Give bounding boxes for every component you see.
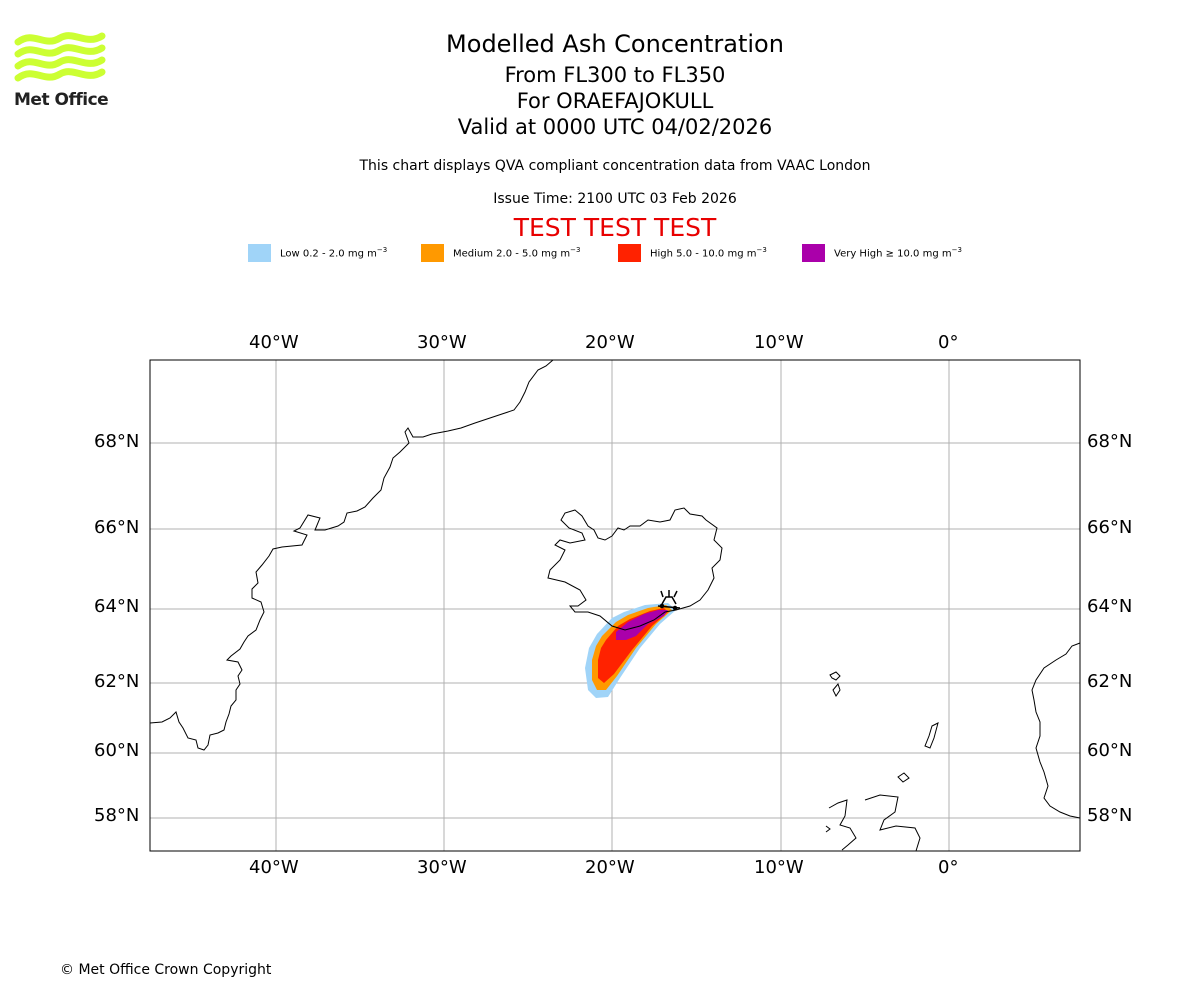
faroe-islands bbox=[829, 671, 841, 697]
legend-swatch-low bbox=[248, 244, 271, 262]
chart-title: Modelled Ash Concentration bbox=[446, 30, 784, 58]
lat-label: 62°N bbox=[94, 671, 140, 692]
lat-label: 62°N bbox=[1087, 671, 1133, 692]
lon-label: 10°W bbox=[754, 332, 804, 353]
lon-label: 40°W bbox=[249, 857, 299, 878]
legend-label-medium: Medium 2.0 - 5.0 mg m bbox=[453, 248, 571, 260]
volcano-name: For ORAEFAJOKULL bbox=[516, 89, 714, 113]
legend-label-high: High 5.0 - 10.0 mg m bbox=[650, 248, 757, 260]
map-frame bbox=[149, 359, 1081, 852]
met-office-logo: Met Office bbox=[14, 30, 114, 110]
legend-swatch-very-high bbox=[802, 244, 825, 262]
legend-swatch-medium bbox=[421, 244, 444, 262]
lon-label: 0° bbox=[938, 857, 959, 878]
lat-label: 58°N bbox=[1087, 805, 1133, 826]
iceland-coast bbox=[547, 507, 723, 631]
test-banner: TEST TEST TEST bbox=[513, 213, 717, 242]
lon-label: 10°W bbox=[754, 857, 804, 878]
lat-label: 66°N bbox=[94, 517, 140, 538]
flight-levels: From FL300 to FL350 bbox=[504, 63, 726, 87]
valid-time: Valid at 0000 UTC 04/02/2026 bbox=[457, 115, 773, 139]
copyright: © Met Office Crown Copyright bbox=[60, 962, 272, 978]
coastlines bbox=[149, 359, 1081, 852]
graticule bbox=[150, 360, 1080, 851]
lon-label: 30°W bbox=[417, 857, 467, 878]
shetland-islands bbox=[897, 722, 939, 783]
volcano-marker bbox=[657, 590, 681, 611]
lat-label: 64°N bbox=[94, 596, 140, 617]
chart-description: This chart displays QVA compliant concen… bbox=[359, 158, 871, 174]
lat-label: 60°N bbox=[1087, 740, 1133, 761]
met-office-waves-icon bbox=[14, 32, 106, 82]
legend-label-very-high: Very High ≥ 10.0 mg m bbox=[834, 248, 952, 260]
legend-swatch-high bbox=[618, 244, 641, 262]
lat-label: 60°N bbox=[94, 740, 140, 761]
logo-text: Met Office bbox=[14, 90, 109, 110]
lon-label: 0° bbox=[938, 332, 959, 353]
legend-label-low: Low 0.2 - 2.0 mg m bbox=[280, 248, 377, 260]
lon-label: 30°W bbox=[417, 332, 467, 353]
lat-label: 64°N bbox=[1087, 596, 1133, 617]
lat-label: 58°N bbox=[94, 805, 140, 826]
lat-label: 68°N bbox=[1087, 431, 1133, 452]
lat-label: 68°N bbox=[94, 431, 140, 452]
issue-time: Issue Time: 2100 UTC 03 Feb 2026 bbox=[493, 191, 737, 207]
scotland-coast bbox=[825, 794, 921, 852]
lon-label: 20°W bbox=[585, 332, 635, 353]
greenland-coast bbox=[149, 359, 554, 751]
lon-label: 40°W bbox=[249, 332, 299, 353]
norway-coast bbox=[1031, 642, 1081, 819]
lat-label: 66°N bbox=[1087, 517, 1133, 538]
ash-high bbox=[598, 608, 668, 683]
ash-plume bbox=[585, 603, 676, 698]
lon-label: 20°W bbox=[585, 857, 635, 878]
